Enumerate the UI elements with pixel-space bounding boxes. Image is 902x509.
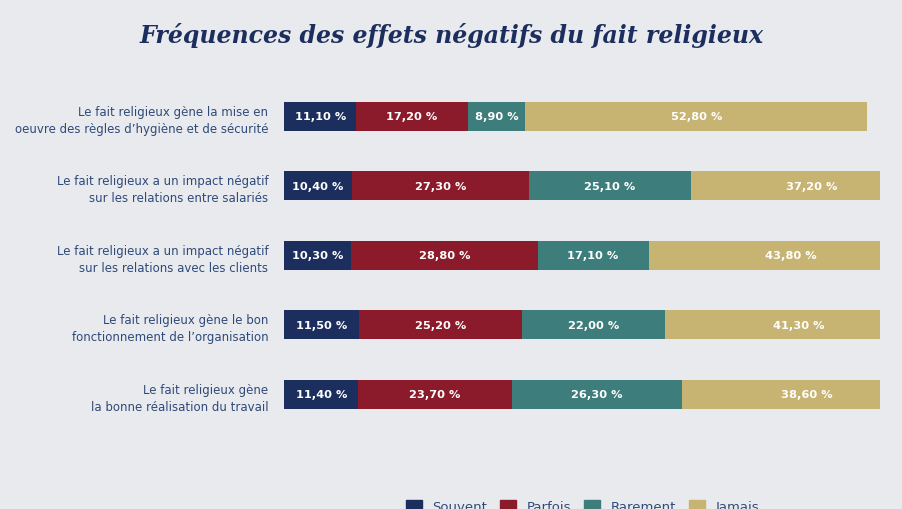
Bar [352, 172, 528, 201]
Bar [359, 310, 521, 340]
Text: 38,60 %: 38,60 % [780, 389, 833, 400]
Text: 22,00 %: 22,00 % [567, 320, 619, 330]
Bar [284, 380, 358, 409]
Bar [664, 310, 902, 340]
Bar [537, 241, 648, 270]
Text: 11,10 %: 11,10 % [294, 112, 345, 122]
Text: 11,50 %: 11,50 % [296, 320, 347, 330]
Bar [467, 103, 525, 132]
Text: 26,30 %: 26,30 % [571, 389, 622, 400]
Bar [356, 103, 467, 132]
Bar [284, 241, 351, 270]
Bar [358, 380, 511, 409]
Text: 10,40 %: 10,40 % [292, 182, 344, 191]
Text: 25,20 %: 25,20 % [415, 320, 465, 330]
Text: 37,20 %: 37,20 % [786, 182, 836, 191]
Bar [284, 172, 352, 201]
Text: 17,20 %: 17,20 % [386, 112, 437, 122]
Text: 25,10 %: 25,10 % [584, 182, 635, 191]
Bar [284, 103, 356, 132]
Text: 11,40 %: 11,40 % [295, 389, 346, 400]
Bar [681, 380, 902, 409]
Text: 27,30 %: 27,30 % [414, 182, 465, 191]
Bar [511, 380, 681, 409]
Text: 52,80 %: 52,80 % [670, 112, 722, 122]
Text: 41,30 %: 41,30 % [772, 320, 824, 330]
Bar [284, 310, 359, 340]
Legend: Souvent, Parfois, Rarement, Jamais: Souvent, Parfois, Rarement, Jamais [400, 495, 764, 509]
Text: 43,80 %: 43,80 % [764, 251, 815, 261]
Text: 23,70 %: 23,70 % [409, 389, 460, 400]
Bar [691, 172, 902, 201]
Text: Fréquences des effets négatifs du fait religieux: Fréquences des effets négatifs du fait r… [139, 23, 763, 48]
Bar [528, 172, 691, 201]
Text: 17,10 %: 17,10 % [566, 251, 618, 261]
Bar [525, 103, 867, 132]
Bar [648, 241, 902, 270]
Text: 10,30 %: 10,30 % [291, 251, 343, 261]
Text: 8,90 %: 8,90 % [474, 112, 518, 122]
Bar [351, 241, 537, 270]
Text: 28,80 %: 28,80 % [419, 251, 470, 261]
Bar [521, 310, 664, 340]
